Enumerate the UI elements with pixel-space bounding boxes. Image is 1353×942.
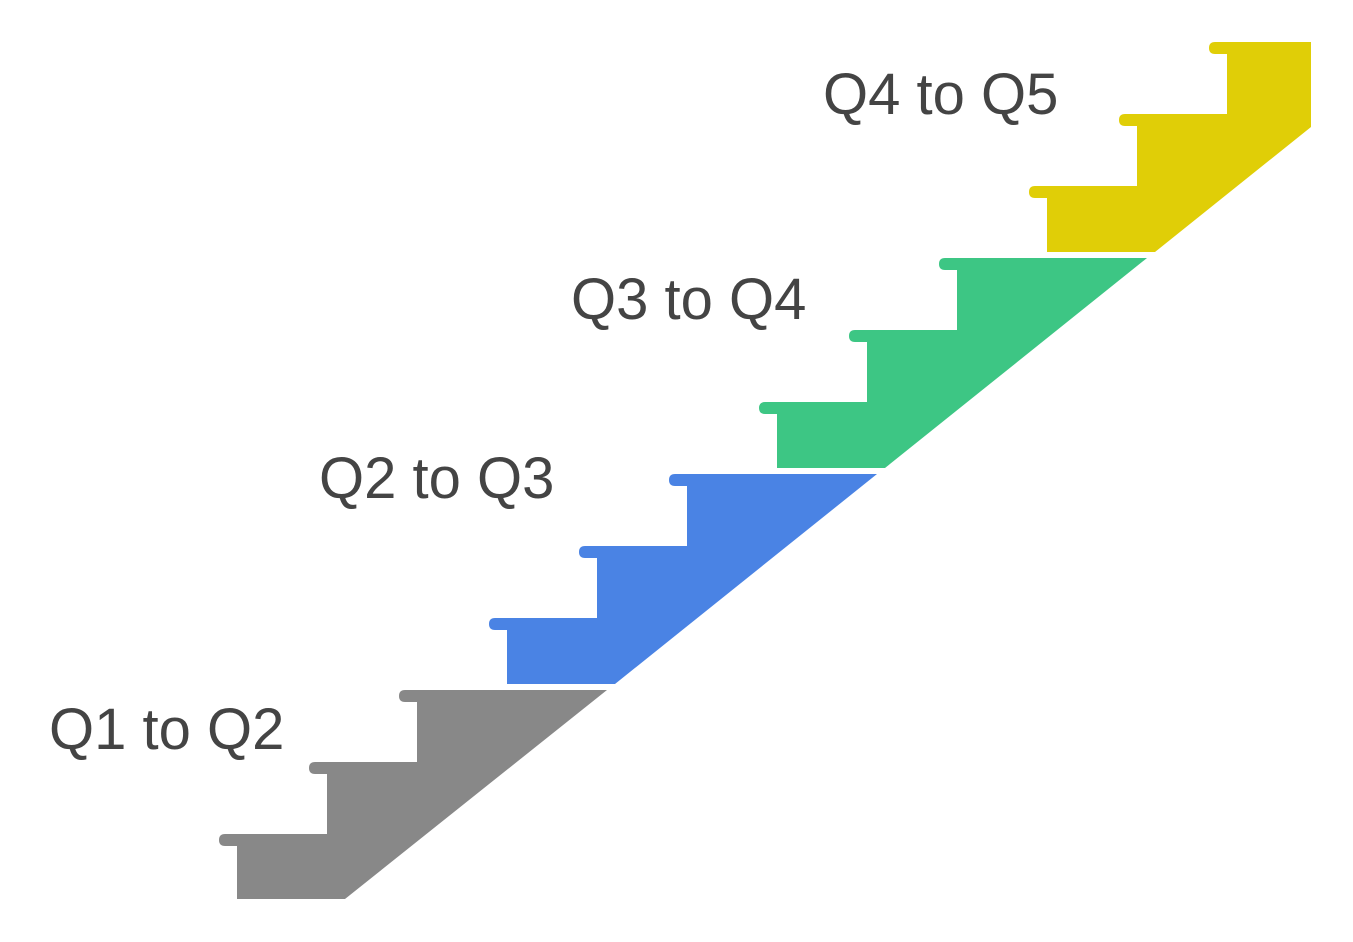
stair-segment-q1-q2 <box>219 690 607 899</box>
stair-segment-q2-q3 <box>489 474 877 684</box>
stage-q1-q2: Q1 to Q2 <box>49 690 607 899</box>
stair-segment-q4-q5 <box>1029 42 1311 252</box>
stair-segment-q3-q4 <box>759 258 1147 468</box>
stage-label-q3-q4: Q3 to Q4 <box>571 267 806 332</box>
stage-q4-q5: Q4 to Q5 <box>823 42 1311 252</box>
stage-q2-q3: Q2 to Q3 <box>319 446 877 684</box>
stage-label-q4-q5: Q4 to Q5 <box>823 62 1058 127</box>
stage-label-q2-q3: Q2 to Q3 <box>319 446 554 511</box>
stage-label-q1-q2: Q1 to Q2 <box>49 697 284 762</box>
stage-q3-q4: Q3 to Q4 <box>571 258 1147 468</box>
